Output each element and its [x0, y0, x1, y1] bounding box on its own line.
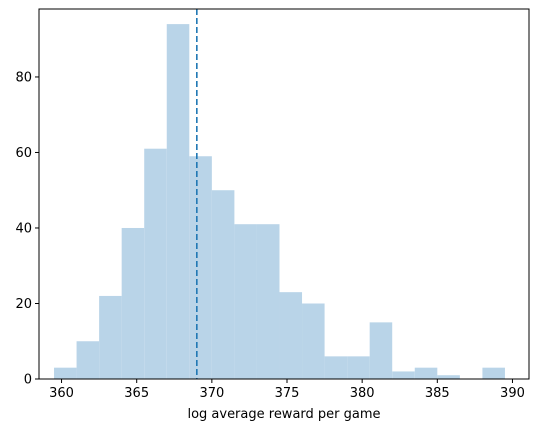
x-tick-label: 370 — [199, 386, 224, 401]
y-tick-label: 40 — [15, 221, 32, 236]
histogram-bar — [121, 227, 145, 379]
histogram-bar — [302, 303, 325, 379]
histogram-bar — [189, 156, 212, 379]
plot-frame — [38, 8, 530, 380]
x-axis-label: log average reward per game — [187, 407, 380, 422]
y-tick-label: 80 — [15, 70, 32, 85]
histogram-bar — [482, 367, 505, 379]
histogram-bar — [211, 190, 235, 379]
histogram-bar — [279, 292, 303, 379]
x-tick-label: 390 — [500, 386, 525, 401]
x-tick-label: 380 — [350, 386, 375, 401]
histogram-bar — [76, 341, 100, 379]
y-tick-label: 20 — [15, 297, 32, 312]
histogram-bar — [234, 224, 257, 379]
x-tick-label: 385 — [425, 386, 450, 401]
y-tick-label: 0 — [24, 373, 32, 388]
histogram-bar — [392, 371, 415, 379]
histogram-bar — [324, 356, 348, 379]
histogram-bar — [166, 24, 190, 379]
histogram-bar — [54, 367, 77, 379]
histogram-bar — [144, 148, 167, 379]
y-axis-ticks: 0 20 40 60 80 — [15, 70, 39, 388]
histogram-bars — [54, 24, 505, 379]
histogram-bar — [256, 224, 280, 379]
histogram-bar — [99, 295, 122, 379]
y-tick-label: 60 — [15, 146, 32, 161]
x-axis-ticks: 360 365 370 375 380 385 390 — [49, 379, 525, 401]
histogram-bar — [347, 356, 370, 379]
histogram-bar — [414, 367, 438, 379]
x-tick-label: 360 — [49, 386, 74, 401]
histogram-bar — [437, 375, 460, 379]
x-tick-label: 365 — [124, 386, 149, 401]
x-tick-label: 375 — [275, 386, 300, 401]
histogram-bar — [369, 322, 393, 379]
